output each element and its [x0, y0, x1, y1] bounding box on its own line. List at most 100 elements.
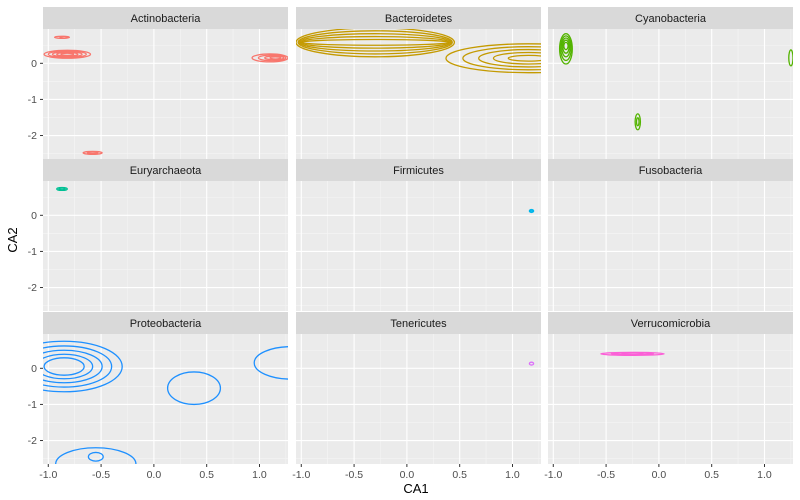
contour-line [635, 117, 640, 127]
facet-panel: Verrucomicrobia -1.0 -0.5 0.0 0.5 1.0 [544, 312, 793, 481]
facet-strip [548, 159, 793, 181]
contour-group [528, 361, 535, 366]
contour-line [445, 43, 541, 74]
grid-lines [43, 181, 288, 311]
contour-line [634, 113, 642, 131]
x-tick-label: 0.5 [452, 469, 467, 481]
contour-line [43, 353, 94, 380]
contour-line [297, 30, 453, 55]
x-tick-label: 1.0 [252, 469, 267, 481]
x-tick-label: -1.0 [292, 469, 310, 481]
contour-line [558, 33, 573, 65]
contour-line [60, 52, 75, 57]
x-tick-label: -0.5 [92, 469, 110, 481]
contour-line [296, 29, 456, 58]
panel-background [296, 181, 541, 311]
panel-background [296, 334, 541, 464]
contour-line [43, 357, 85, 376]
x-tick-label: -1.0 [39, 469, 57, 481]
contour-line [51, 51, 83, 58]
facet-strip-label: Euryarchaeota [130, 165, 202, 177]
facet-panel: Euryarchaeota 0 -1 -2 [28, 159, 288, 311]
contour-line [56, 51, 79, 57]
contour-line [563, 41, 569, 51]
facet-strip-label: Firmicutes [393, 165, 444, 177]
facet-strip [548, 312, 793, 334]
grid-lines [296, 334, 541, 464]
facet-panel: Proteobacteria 0 -1 -2 -1.0 -0.5 0.0 0.5 1.0 [28, 312, 288, 481]
contour-line [47, 50, 87, 59]
contour-line [253, 346, 288, 380]
facet-strip [296, 159, 541, 181]
x-tick-label: 0.0 [652, 469, 667, 481]
panel-background [43, 29, 288, 159]
contour-line [257, 54, 287, 62]
contour-line [43, 349, 103, 384]
contour-group [528, 208, 535, 214]
facet-strip [43, 159, 288, 181]
facet-strip-label: Fusobacteria [639, 165, 703, 177]
contour-group [600, 351, 665, 356]
contour-line [507, 54, 541, 62]
facet-strip [43, 312, 288, 334]
contour-line [560, 35, 572, 62]
contour-group [558, 33, 793, 131]
facet-strip [548, 7, 793, 29]
facet-strip-label: Actinobacteria [131, 13, 202, 25]
contour-line [299, 35, 451, 49]
x-tick-label: 1.0 [505, 469, 520, 481]
contour-line [43, 49, 92, 59]
contour-line [43, 345, 113, 388]
facet-grid: Actinobacteria 0 -1 -2 Bacteroidetes Cyanobac… [28, 7, 793, 481]
x-axis-title: CA1 [403, 481, 428, 496]
facet-strip-label: Verrucomicrobia [631, 318, 711, 330]
facet-strip [43, 7, 288, 29]
grid-lines [548, 181, 793, 311]
facet-strip-label: Tenericutes [390, 318, 447, 330]
contour-line [86, 151, 99, 155]
contour-line [59, 35, 69, 39]
contour-group [296, 29, 541, 74]
y-axis-title: CA2 [5, 227, 20, 252]
contour-group [43, 35, 288, 155]
contour-line [562, 39, 570, 54]
facet-strip [296, 7, 541, 29]
facet-strip-label: Cyanobacteria [635, 13, 707, 25]
x-tick-label: 0.0 [400, 469, 415, 481]
contour-line [55, 447, 137, 464]
contour-group [43, 340, 288, 464]
contour-line [462, 46, 541, 71]
contour-line [43, 340, 123, 393]
x-tick-label: -1.0 [544, 469, 562, 481]
y-tick-label: -2 [28, 282, 37, 294]
panel-background [43, 334, 288, 464]
facet-panel: Cyanobacteria [548, 7, 793, 159]
panel-background [548, 181, 793, 311]
contour-line [269, 56, 282, 60]
contour-group [56, 186, 68, 192]
panel-background [548, 29, 793, 159]
facet-strip-label: Proteobacteria [130, 318, 202, 330]
facet-strip-label: Bacteroidetes [385, 13, 453, 25]
grid-lines [43, 29, 288, 159]
y-tick-label: -1 [28, 399, 37, 411]
y-tick-label: 0 [31, 363, 37, 375]
contour-line [788, 49, 793, 67]
facet-panel: Bacteroidetes [296, 7, 541, 159]
contour-line [166, 371, 222, 406]
contour-line [492, 51, 541, 65]
contour-line [529, 209, 534, 213]
facet-panel: Tenericutes -1.0 -0.5 0.0 0.5 1.0 [292, 312, 541, 481]
panel-background [548, 334, 793, 464]
panel-background [296, 29, 541, 159]
contour-line [561, 37, 571, 58]
x-tick-label: 0.5 [704, 469, 719, 481]
contour-line [300, 38, 450, 46]
x-tick-label: 0.5 [199, 469, 214, 481]
facet-panel: Actinobacteria 0 -1 -2 [28, 7, 288, 159]
facet-panel: Firmicutes [296, 159, 541, 311]
contour-line [87, 451, 104, 462]
facet-strip [296, 312, 541, 334]
panel-background [43, 181, 288, 311]
